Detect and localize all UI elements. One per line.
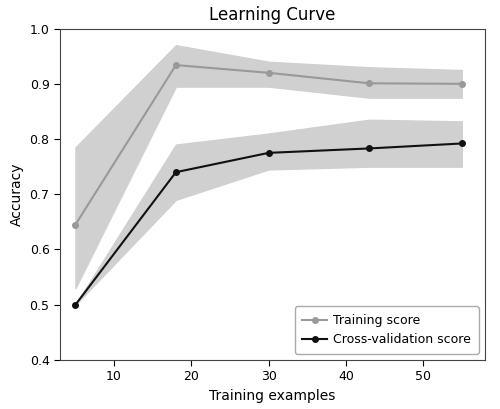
- Cross-validation score: [266, 151, 272, 155]
- Training score: [173, 63, 179, 67]
- Line: Training score: Training score: [72, 62, 464, 227]
- Cross-validation score: [72, 302, 78, 307]
- Training score: [266, 70, 272, 75]
- Y-axis label: Accuracy: Accuracy: [10, 162, 24, 226]
- Legend: Training score, Cross-validation score: Training score, Cross-validation score: [294, 306, 479, 354]
- Training score: [366, 81, 372, 86]
- Training score: [459, 81, 465, 86]
- X-axis label: Training examples: Training examples: [210, 389, 336, 403]
- Cross-validation score: [173, 170, 179, 175]
- Cross-validation score: [366, 146, 372, 151]
- Cross-validation score: [459, 141, 465, 146]
- Title: Learning Curve: Learning Curve: [210, 6, 336, 24]
- Line: Cross-validation score: Cross-validation score: [72, 141, 464, 308]
- Training score: [72, 222, 78, 227]
